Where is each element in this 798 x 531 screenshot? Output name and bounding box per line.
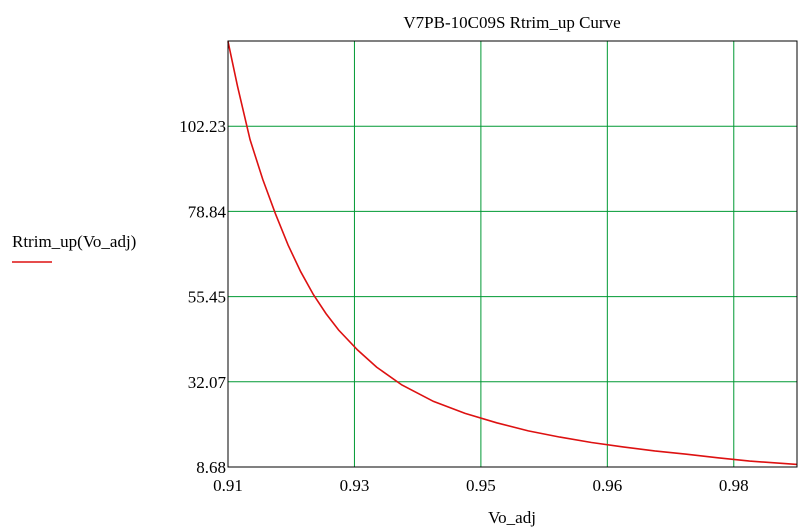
grid-lines [228, 41, 797, 467]
y-tick-label: 32.07 [188, 373, 227, 392]
y-tick-label: 78.84 [188, 202, 227, 221]
y-tick-label: 102.23 [179, 117, 226, 136]
x-tick-label: 0.96 [592, 476, 622, 495]
y-tick-label: 8.68 [196, 458, 226, 477]
series-layer [227, 41, 798, 466]
x-tick-labels: 0.91 0.93 0.95 0.96 0.98 [213, 476, 749, 495]
x-tick-label: 0.98 [719, 476, 749, 495]
x-axis-label: Vo_adj [488, 508, 536, 527]
series-line [227, 41, 798, 466]
chart-title: V7PB-10C09S Rtrim_up Curve [403, 13, 620, 32]
x-tick-label: 0.95 [466, 476, 496, 495]
y-tick-label: 55.45 [188, 288, 226, 307]
plot-frame [227, 40, 798, 468]
x-tick-label: 0.91 [213, 476, 243, 495]
legend-label: Rtrim_up(Vo_adj) [12, 232, 136, 251]
x-tick-label: 0.93 [340, 476, 370, 495]
y-tick-labels: 8.68 32.07 55.45 78.84 102.23 [179, 117, 226, 477]
